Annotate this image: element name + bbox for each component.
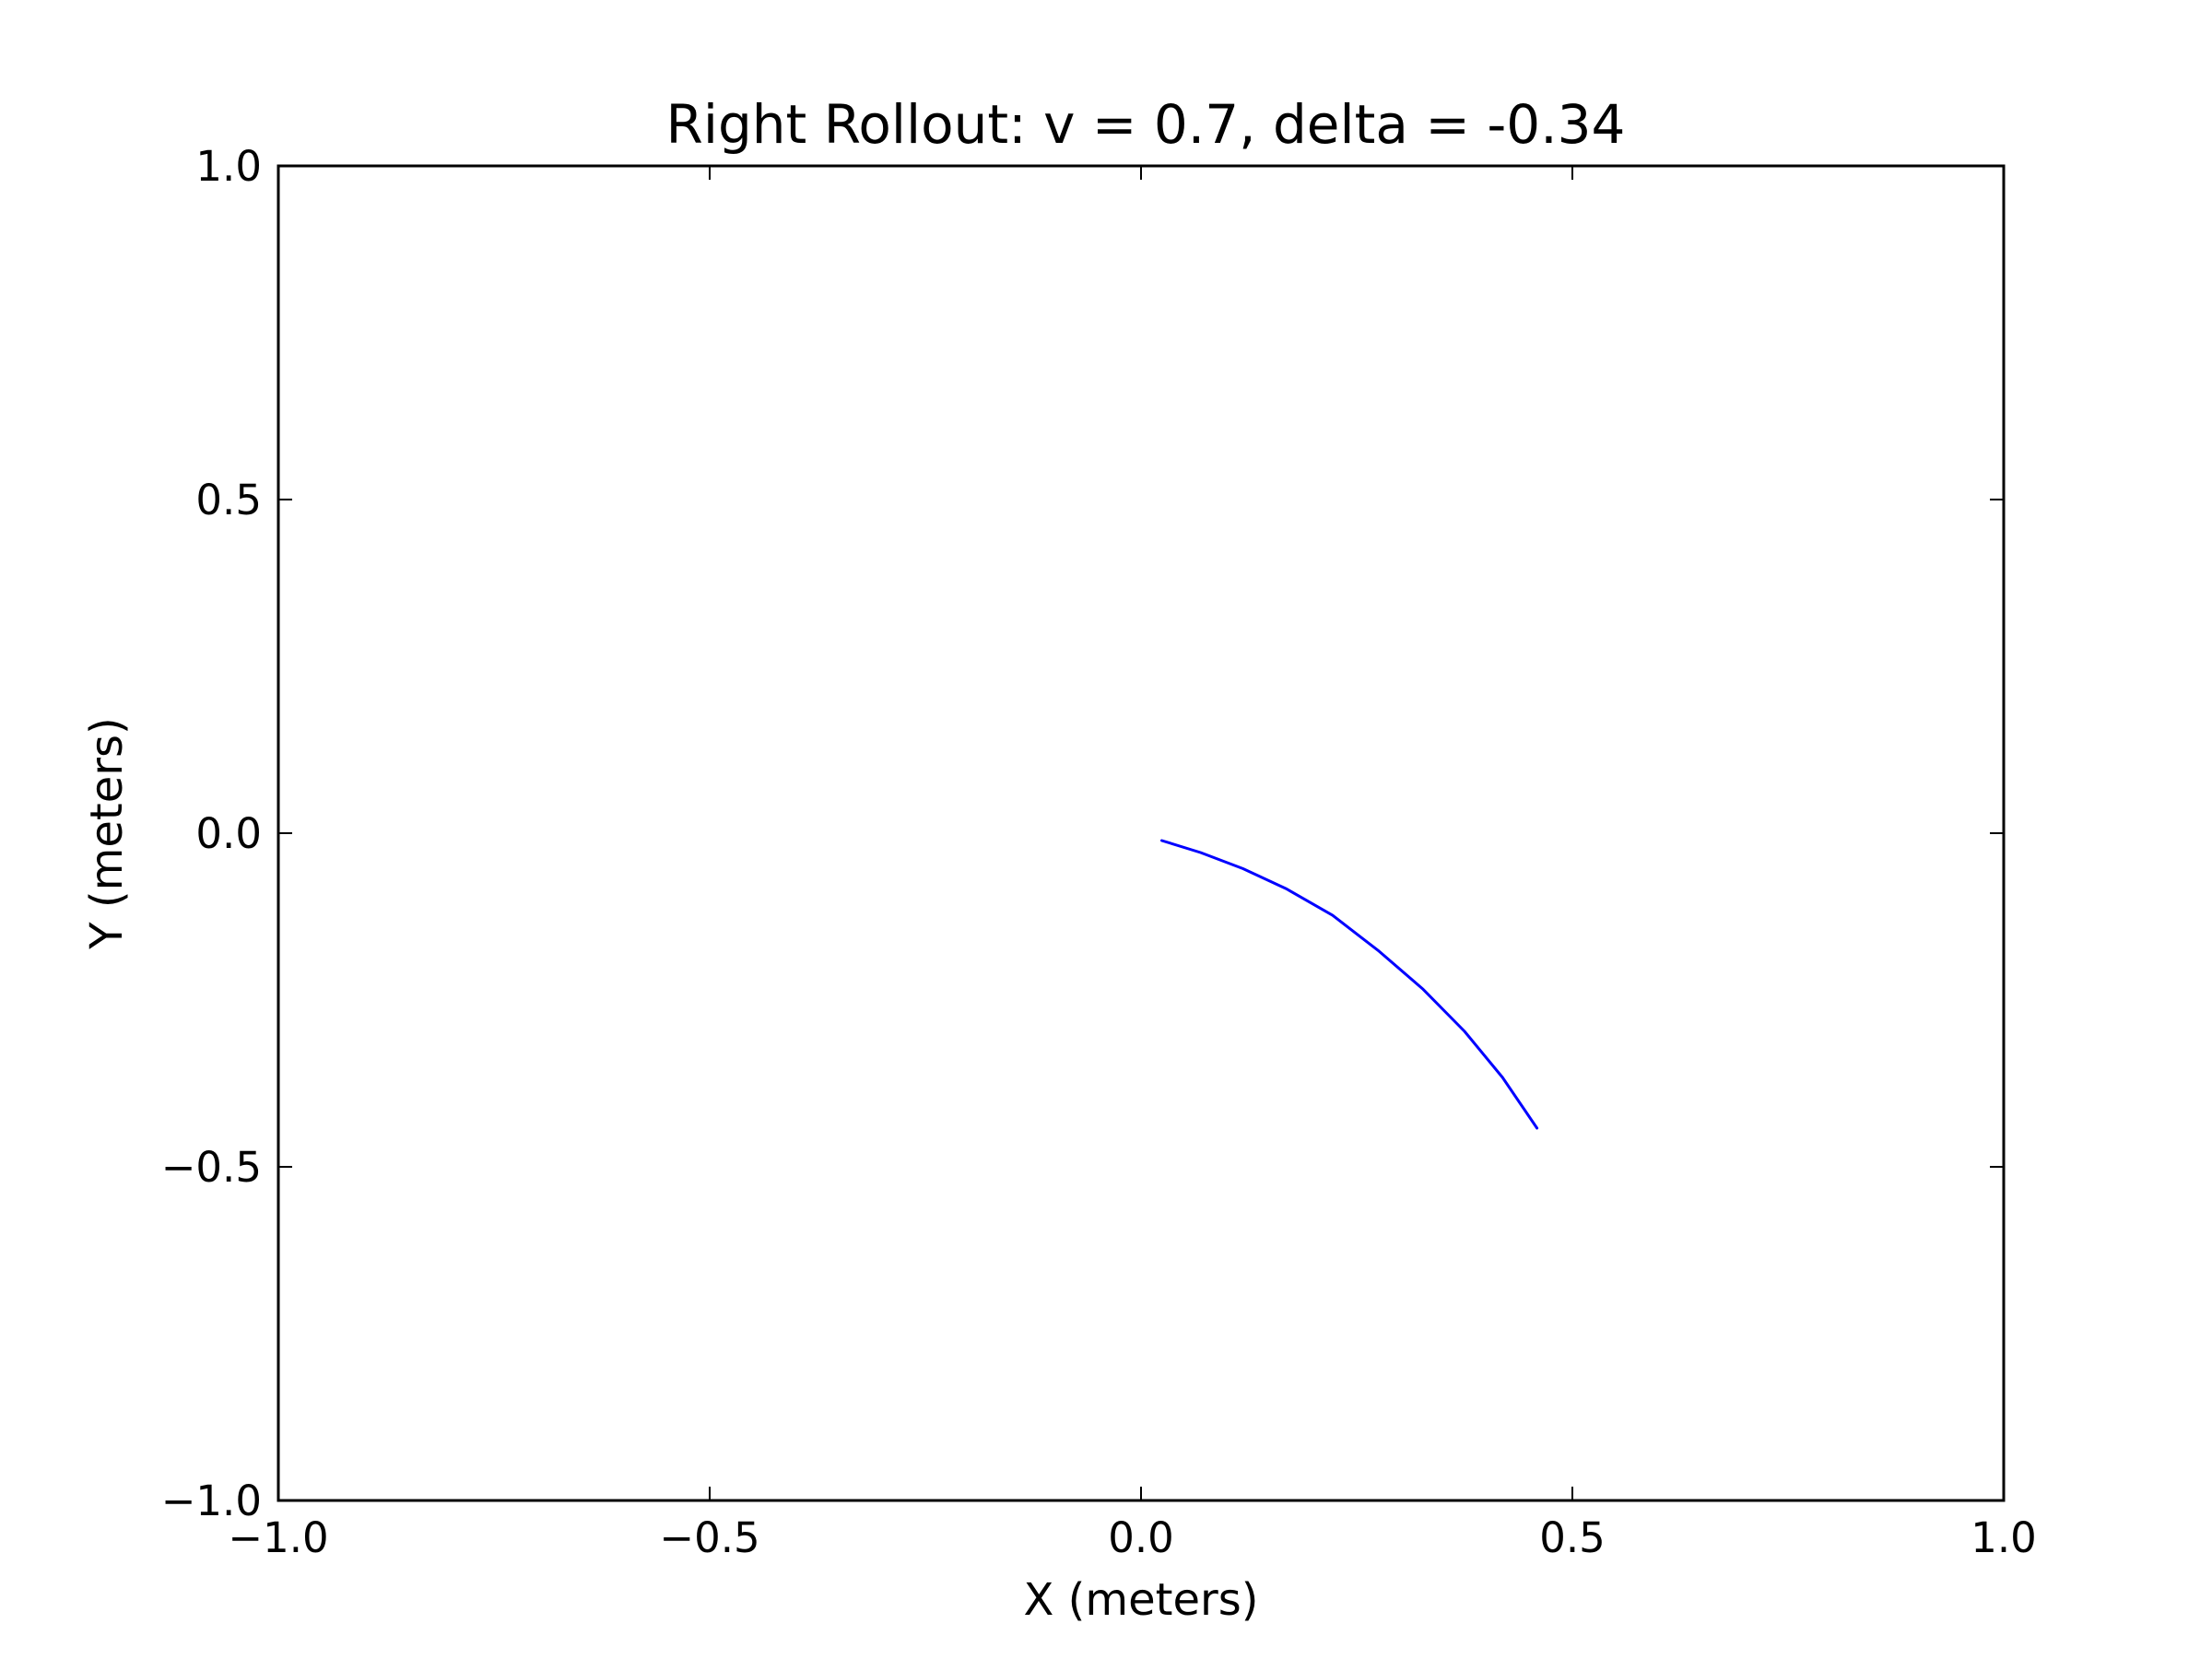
series-line-0 xyxy=(1160,839,1539,1130)
x-tick-label: 0.5 xyxy=(1539,1513,1606,1562)
ticks xyxy=(277,165,2005,1501)
y-axis-label: Y (meters) xyxy=(81,717,133,949)
series-layer xyxy=(1160,839,1539,1130)
plot-frame xyxy=(276,164,2006,1502)
x-tick-label: 1.0 xyxy=(1971,1513,2037,1562)
y-tick-label: 0.0 xyxy=(195,809,262,858)
y-tick-label: 1.0 xyxy=(195,142,262,191)
chart-title: Right Rollout: v = 0.7, delta = -0.34 xyxy=(666,93,1626,156)
y-tick-label: 0.5 xyxy=(195,476,262,524)
x-axis-label: X (meters) xyxy=(1024,1574,1259,1626)
y-tick-label: −0.5 xyxy=(161,1143,262,1192)
x-tick-label: −1.0 xyxy=(228,1513,328,1562)
tick-labels: −1.0 −0.5 0.0 0.5 1.0 −1.0 −0.5 0.0 0.5 1.0 xyxy=(161,142,2037,1562)
y-tick-label: −1.0 xyxy=(161,1477,262,1525)
x-tick-label: 0.0 xyxy=(1108,1513,1174,1562)
x-tick-label: −0.5 xyxy=(659,1513,759,1562)
